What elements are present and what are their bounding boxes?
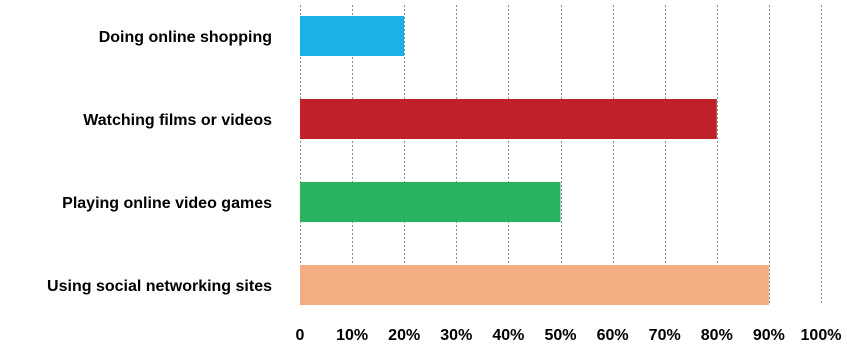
category-labels: Doing online shopping Watching films or v… <box>47 29 272 295</box>
x-tick-label: 30% <box>440 327 472 344</box>
x-tick-label: 40% <box>492 327 524 344</box>
bar-watching-films-or-videos <box>300 99 717 139</box>
bar-using-social-networking-sites <box>300 265 769 305</box>
category-label: Playing online video games <box>62 195 272 212</box>
bars <box>300 16 769 305</box>
bar-doing-online-shopping <box>300 16 405 56</box>
x-axis-tick-labels: 0 10% 20% 30% 40% 50% 60% 70% 80% 90% 100% <box>296 327 842 344</box>
x-tick-label: 20% <box>388 327 420 344</box>
x-tick-label: 70% <box>649 327 681 344</box>
category-label: Watching films or videos <box>83 112 272 129</box>
x-tick-label: 0 <box>296 327 305 344</box>
x-tick-label: 80% <box>701 327 733 344</box>
category-label: Using social networking sites <box>47 278 272 295</box>
x-tick-label: 60% <box>597 327 629 344</box>
x-tick-label: 50% <box>544 327 576 344</box>
category-label: Doing online shopping <box>99 29 272 46</box>
x-tick-label: 90% <box>753 327 785 344</box>
x-tick-label: 10% <box>336 327 368 344</box>
x-tick-label: 100% <box>801 327 842 344</box>
bar-playing-online-video-games <box>300 182 561 222</box>
